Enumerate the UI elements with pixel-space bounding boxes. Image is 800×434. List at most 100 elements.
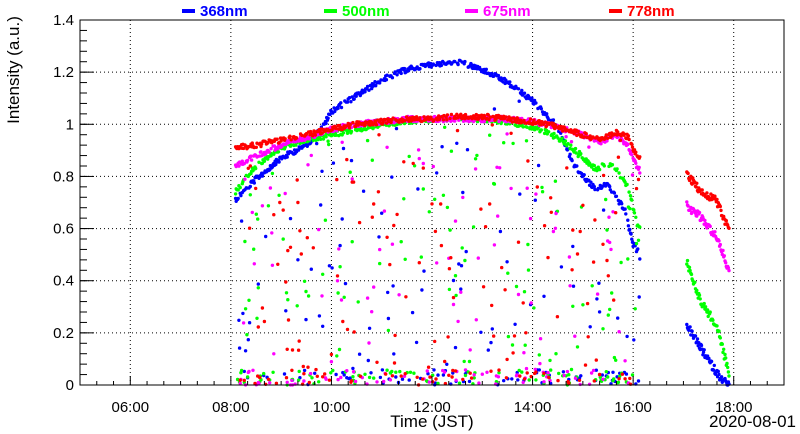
data-point xyxy=(567,381,571,385)
data-point xyxy=(705,308,710,312)
data-point xyxy=(450,375,454,379)
data-point xyxy=(250,141,254,145)
data-point xyxy=(278,200,282,205)
data-point xyxy=(626,224,631,228)
data-point xyxy=(625,334,629,339)
data-point xyxy=(498,229,503,234)
data-point xyxy=(559,265,564,269)
data-point xyxy=(626,142,630,147)
data-point xyxy=(236,188,240,192)
data-point xyxy=(451,368,455,373)
data-point xyxy=(277,160,281,164)
data-point xyxy=(713,372,718,376)
data-point xyxy=(296,348,301,352)
data-point xyxy=(620,202,624,206)
data-point xyxy=(486,113,490,117)
data-point xyxy=(505,132,509,136)
data-point xyxy=(338,265,342,269)
data-point xyxy=(356,123,360,127)
data-point xyxy=(425,369,429,373)
data-point xyxy=(411,161,415,166)
data-point xyxy=(492,243,497,247)
data-point xyxy=(623,207,627,211)
data-point xyxy=(617,171,621,175)
data-point xyxy=(502,379,506,383)
data-point xyxy=(399,374,403,378)
data-point xyxy=(502,141,506,145)
data-point xyxy=(534,370,538,374)
data-point xyxy=(557,371,561,376)
data-point xyxy=(473,167,478,171)
data-point xyxy=(596,186,600,191)
data-point xyxy=(722,254,726,258)
data-point xyxy=(529,374,533,379)
data-point xyxy=(435,171,439,175)
data-point xyxy=(274,162,278,167)
data-point xyxy=(614,211,618,215)
data-point xyxy=(408,116,412,120)
data-point xyxy=(533,367,537,372)
data-point xyxy=(266,157,270,161)
data-point xyxy=(349,129,354,134)
data-point xyxy=(485,370,489,374)
data-point xyxy=(545,112,549,116)
data-point xyxy=(457,262,461,266)
data-point xyxy=(518,192,522,196)
data-point xyxy=(578,229,582,234)
data-point xyxy=(547,375,551,380)
data-point xyxy=(336,291,340,295)
data-point xyxy=(247,226,252,230)
data-point xyxy=(351,180,356,184)
data-point xyxy=(489,369,493,373)
data-point xyxy=(451,295,456,300)
data-point xyxy=(548,378,552,383)
data-point xyxy=(314,367,318,372)
data-point xyxy=(719,208,723,213)
data-point xyxy=(555,315,560,319)
data-point xyxy=(708,224,712,229)
data-point xyxy=(612,298,616,302)
data-point xyxy=(488,202,492,206)
data-point xyxy=(420,119,424,124)
data-point xyxy=(349,379,354,383)
data-point xyxy=(243,307,248,311)
data-point xyxy=(335,274,340,278)
tick-labels: 06:00 08:00 10:00 12:00 14:00 16:00 18:00 0 0.2 0… xyxy=(53,12,752,416)
data-point xyxy=(305,236,309,240)
data-point xyxy=(469,63,474,67)
data-point xyxy=(720,342,724,346)
data-point xyxy=(601,208,606,212)
data-point xyxy=(717,239,721,243)
data-point xyxy=(579,152,583,156)
data-point xyxy=(453,119,457,123)
data-point xyxy=(395,73,399,77)
data-point xyxy=(233,192,238,196)
data-point xyxy=(719,375,724,379)
data-point xyxy=(267,150,271,154)
data-point xyxy=(564,135,568,139)
data-point xyxy=(416,187,420,191)
data-point xyxy=(496,375,501,379)
data-point xyxy=(525,125,529,129)
data-point xyxy=(335,177,339,182)
data-point xyxy=(715,324,719,328)
data-point xyxy=(354,94,358,98)
data-point xyxy=(237,346,242,350)
data-point xyxy=(510,343,515,347)
data-point xyxy=(522,377,527,381)
data-point xyxy=(252,247,256,251)
data-point xyxy=(286,248,290,253)
data-point xyxy=(528,117,533,121)
data-point xyxy=(433,339,437,344)
data-point xyxy=(345,100,350,104)
data-point xyxy=(420,377,425,381)
data-point xyxy=(384,78,389,82)
data-point xyxy=(530,96,534,100)
data-point xyxy=(546,255,550,260)
data-point xyxy=(393,333,397,338)
data-point xyxy=(407,378,411,382)
data-point xyxy=(443,359,447,364)
data-point xyxy=(330,266,334,270)
data-point xyxy=(589,371,594,375)
data-point xyxy=(321,272,325,276)
